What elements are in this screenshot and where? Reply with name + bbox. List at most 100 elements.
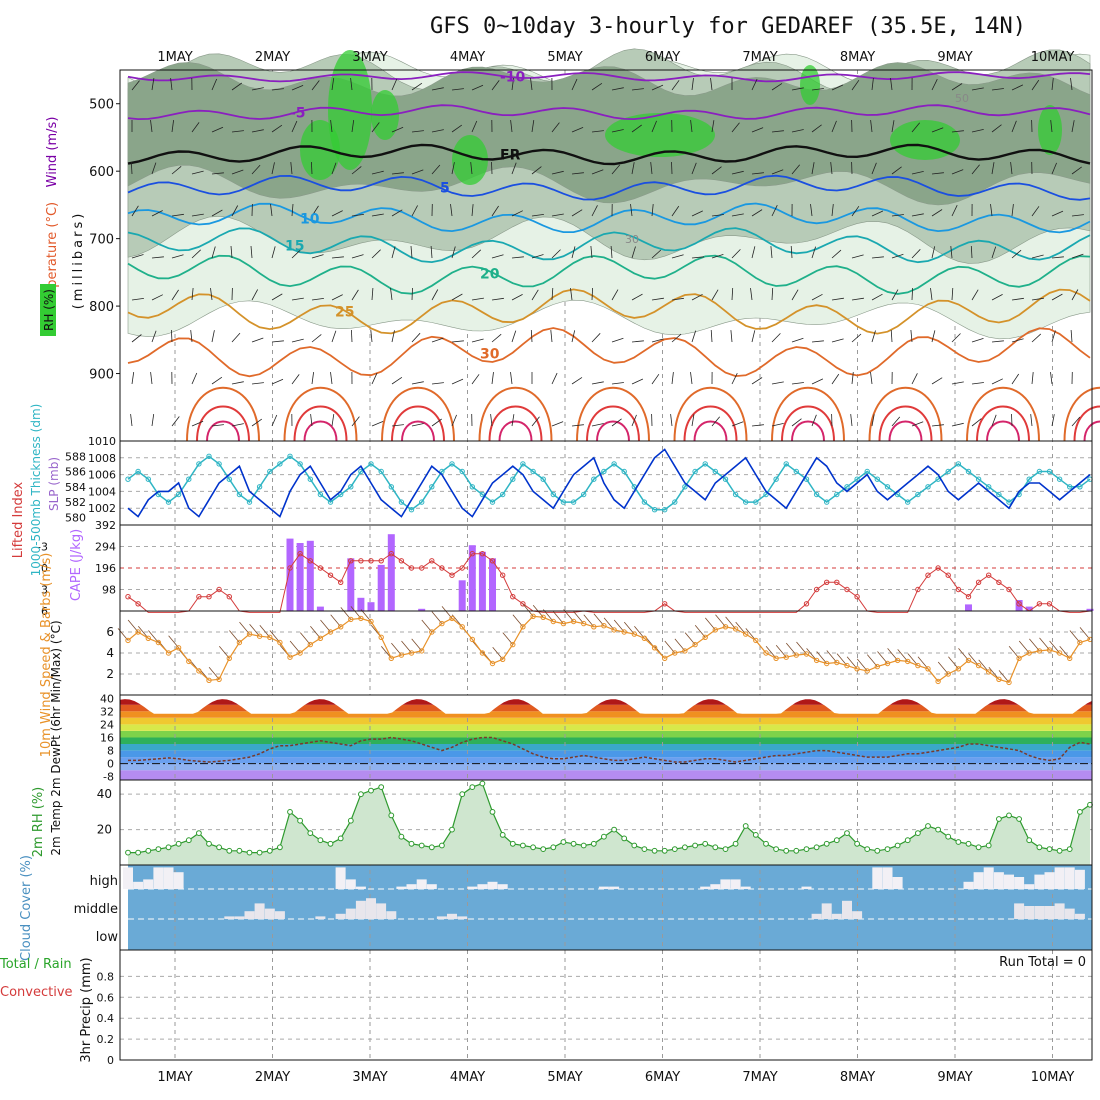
thickness-point — [753, 499, 759, 505]
wind-barb — [771, 83, 783, 91]
axis-label-pressure: (millibars) — [71, 211, 86, 310]
wind10-point — [864, 668, 870, 674]
wind-barb — [751, 424, 764, 427]
wind-barb — [1031, 372, 1034, 385]
wind-barb — [271, 340, 284, 343]
isotherm-line — [127, 288, 1091, 335]
wind-barb — [1030, 414, 1033, 427]
wind-barb — [831, 338, 844, 343]
isotherm-loop — [683, 405, 738, 442]
wind-barb — [710, 78, 713, 91]
wind-barb — [271, 124, 283, 133]
thickness-point — [824, 499, 830, 505]
wind-barb — [891, 289, 899, 301]
lifted-index-point — [125, 594, 131, 600]
isotherm-loop — [576, 386, 650, 442]
cloud-high-gap — [426, 884, 437, 889]
y-tick-label: 700 — [89, 233, 114, 248]
wind-barb — [451, 293, 463, 301]
wind-barb — [731, 421, 744, 427]
isotherm-loop — [673, 386, 748, 442]
wind-barb — [150, 372, 153, 385]
wind-barb — [890, 78, 893, 91]
temp-band — [120, 711, 1092, 718]
wind-barb — [411, 169, 424, 175]
x-tick-label-bottom: 7MAY — [742, 1070, 777, 1085]
rh2m-point — [925, 823, 931, 829]
axis-label-slp: SLP (mb) — [47, 457, 61, 511]
thickness-point — [1036, 468, 1043, 475]
thickness-point — [601, 468, 607, 475]
wind10-point — [803, 651, 810, 657]
wind-barb — [631, 414, 637, 427]
cloud-high-gap — [396, 886, 407, 889]
wind-barb — [890, 329, 893, 343]
wind-barb — [571, 78, 578, 91]
wind-barb — [671, 80, 680, 91]
wind-barb — [1071, 289, 1079, 301]
x-tick-label-bottom: 1MAY — [157, 1070, 192, 1085]
wind-barb — [911, 171, 924, 175]
thickness-point — [915, 491, 921, 498]
wind-barb — [731, 122, 740, 133]
wind-barb — [271, 293, 283, 301]
cape-bar — [347, 558, 355, 611]
wind10-point — [1056, 650, 1063, 656]
rh2m-point — [509, 840, 516, 847]
wind-barb — [511, 294, 523, 301]
wind-barb — [410, 245, 413, 259]
wind-barb — [511, 78, 514, 91]
rh2m-point — [1056, 847, 1063, 854]
rh2m-point — [985, 842, 992, 849]
wind-barb — [1051, 414, 1055, 427]
wind-barb — [971, 382, 984, 385]
chart-title: GFS 0~10day 3-hourly for GEDAREF (35.5E,… — [430, 14, 1027, 39]
thickness-point — [672, 499, 678, 505]
rh2m-point — [428, 844, 435, 851]
wind-barb — [931, 424, 944, 427]
wind-barb — [871, 78, 874, 91]
wind-barb — [591, 423, 604, 427]
slp-tick-label: 1004 — [88, 485, 116, 498]
wind10-point — [743, 631, 749, 637]
cloud-high-gap — [143, 879, 154, 889]
wind-barb — [131, 298, 144, 301]
cloud-high-gap — [993, 872, 1004, 889]
wind-barb — [731, 373, 738, 385]
wind-barb — [511, 210, 523, 217]
wind-barb — [291, 203, 294, 217]
precip-tick-label: 0.8 — [97, 970, 115, 983]
wind-barb — [631, 124, 642, 133]
wind-barb — [331, 330, 337, 343]
wind-barb — [831, 373, 840, 385]
wind-barb — [931, 246, 936, 259]
wind-barb — [210, 288, 213, 301]
isotherm-label: FR — [500, 147, 521, 163]
wind-barb — [771, 169, 784, 175]
rh2m-area — [128, 783, 1090, 865]
wind-barb — [1051, 293, 1063, 301]
wind-barb — [150, 120, 153, 133]
wind-barb — [1071, 120, 1075, 133]
lifted-index-point — [206, 594, 212, 600]
thickness-point — [560, 499, 567, 505]
lifted-index-point — [419, 565, 425, 571]
thickness-point — [955, 461, 962, 467]
cloud-high-gap — [872, 867, 883, 889]
cloud-mid-gap — [386, 911, 397, 919]
wind-barb — [891, 416, 901, 427]
wind-barb — [271, 162, 275, 175]
thickness-point — [996, 491, 1002, 498]
rh2m-point — [1016, 816, 1022, 822]
thickness-point — [743, 499, 749, 505]
isotherm-loop — [791, 420, 825, 442]
lifted-index-point — [135, 601, 141, 607]
wind-barb — [811, 414, 817, 427]
isotherm-loop — [391, 405, 445, 442]
wind-barb — [291, 374, 300, 385]
rh2m-point — [682, 844, 688, 851]
wind-barb — [430, 245, 433, 259]
thickness-point — [236, 491, 243, 498]
wind-barb — [791, 129, 804, 133]
wind-barb — [291, 297, 304, 301]
